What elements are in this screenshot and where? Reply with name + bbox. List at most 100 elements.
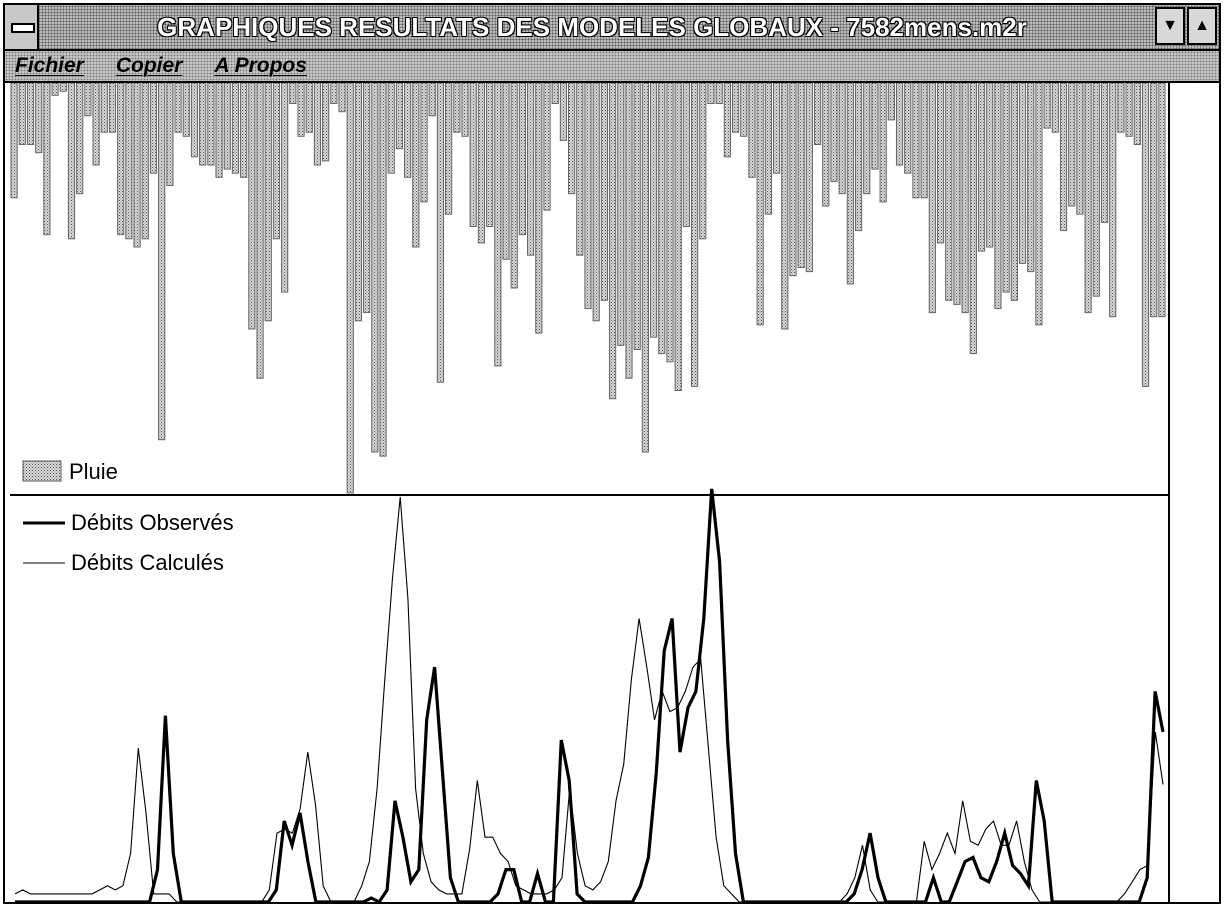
- title-bar[interactable]: GRAPHIQUES RESULTATS DES MODELES GLOBAUX…: [5, 5, 1219, 51]
- rain-bar: [117, 82, 125, 236]
- rain-bar: [354, 82, 363, 322]
- rain-bar: [10, 82, 18, 199]
- rain-bar: [330, 82, 338, 104]
- rain-bar: [67, 82, 76, 240]
- rain-bar: [199, 82, 207, 166]
- rain-bar: [108, 82, 117, 133]
- rain-bar: [977, 82, 986, 252]
- rain-bar: [699, 82, 707, 240]
- rain-bar: [928, 82, 936, 314]
- rain-bar: [1035, 82, 1043, 326]
- rain-bar: [1018, 82, 1027, 264]
- rain-bar: [1125, 82, 1133, 137]
- rain-bar: [568, 82, 576, 195]
- rain-bar: [838, 82, 846, 195]
- rain-bar: [625, 82, 633, 379]
- rain-bar: [822, 82, 830, 207]
- rain-bar: [846, 82, 854, 285]
- rain-bar: [1150, 82, 1158, 318]
- flow-lines: [14, 488, 1165, 902]
- rain-bar: [445, 82, 453, 215]
- minimize-arrow-icon[interactable]: ▼: [1155, 7, 1185, 45]
- menu-a-propos[interactable]: A Propos: [214, 54, 307, 77]
- rain-bar: [764, 82, 772, 215]
- rain-bar: [125, 82, 133, 240]
- rain-bar: [149, 82, 158, 174]
- rain-bar: [256, 82, 264, 379]
- rain-bar: [969, 82, 977, 355]
- rain-bar: [1010, 82, 1018, 301]
- rain-bar: [690, 82, 699, 387]
- rain-bar: [141, 82, 149, 240]
- rain-bar: [469, 82, 477, 227]
- rain-bar: [486, 82, 494, 227]
- rain-bar: [756, 82, 764, 326]
- rain-bar: [1059, 82, 1068, 232]
- rain-bar: [994, 82, 1002, 309]
- chart-area: Pluie Débits Observés Débits Calculés: [5, 82, 1219, 902]
- rain-bar: [231, 82, 240, 174]
- rain-bar: [477, 82, 486, 244]
- rain-bar: [272, 82, 281, 240]
- rain-bar: [1133, 82, 1141, 145]
- rain-bar: [854, 82, 863, 232]
- menu-bar: Fichier Copier A Propos: [5, 51, 1219, 83]
- menu-fichier[interactable]: Fichier: [15, 54, 84, 77]
- rain-bar: [510, 82, 518, 289]
- rain-bar: [1002, 82, 1010, 293]
- rain-bar: [543, 82, 551, 211]
- rain-bar: [559, 82, 567, 141]
- charts-svg: Pluie Débits Observés Débits Calculés: [10, 82, 1170, 902]
- rain-bar: [223, 82, 231, 170]
- rain-bar: [895, 82, 904, 166]
- rain-bar: [395, 82, 404, 150]
- rain-bar: [666, 82, 674, 363]
- rain-bar: [264, 82, 272, 322]
- rain-bar: [740, 82, 748, 137]
- flow-legend: Débits Observés Débits Calculés: [23, 510, 234, 575]
- menu-copier[interactable]: Copier: [115, 54, 183, 77]
- rain-bar: [51, 82, 59, 96]
- rain-bar: [945, 82, 953, 301]
- rain-bar: [731, 82, 740, 133]
- rain-bar: [535, 82, 543, 334]
- rain-bar: [658, 82, 666, 355]
- rain-bar: [461, 82, 469, 137]
- rain-bar: [576, 82, 584, 256]
- rain-bar: [1043, 82, 1051, 129]
- rain-legend-label: Pluie: [69, 459, 118, 484]
- rain-bar: [59, 82, 67, 92]
- rain-bar: [1100, 82, 1109, 223]
- rain-bar: [35, 82, 43, 154]
- rain-bar: [428, 82, 436, 117]
- rain-bar: [1141, 82, 1150, 387]
- rain-bar: [215, 82, 223, 178]
- rain-bar: [797, 82, 805, 268]
- rain-bar: [649, 82, 658, 338]
- rain-bar: [1158, 82, 1166, 318]
- rain-bar: [830, 82, 838, 182]
- rain-bar: [789, 82, 797, 277]
- rain-bar: [313, 82, 322, 166]
- rain-bar: [527, 82, 535, 256]
- app-window: GRAPHIQUES RESULTATS DES MODELES GLOBAUX…: [3, 3, 1221, 904]
- rain-bar: [412, 82, 420, 248]
- rain-bar: [600, 82, 608, 301]
- rain-bar: [371, 82, 379, 453]
- rain-bar: [363, 82, 371, 314]
- rain-bar: [190, 82, 199, 158]
- rain-bar: [26, 82, 35, 145]
- system-menu-icon[interactable]: [5, 5, 39, 49]
- rain-bar: [1092, 82, 1100, 297]
- rain-bar: [18, 82, 26, 145]
- rain-bar: [961, 82, 969, 314]
- maximize-arrow-icon[interactable]: ▲: [1187, 7, 1217, 45]
- rain-bar: [166, 82, 174, 186]
- rain-bar: [904, 82, 912, 174]
- rain-bar: [953, 82, 961, 305]
- rain-bar: [592, 82, 600, 322]
- observed-legend-label: Débits Observés: [71, 510, 234, 535]
- rain-bar: [207, 82, 215, 166]
- rain-bar: [494, 82, 502, 367]
- observed-flow-line: [15, 488, 1165, 902]
